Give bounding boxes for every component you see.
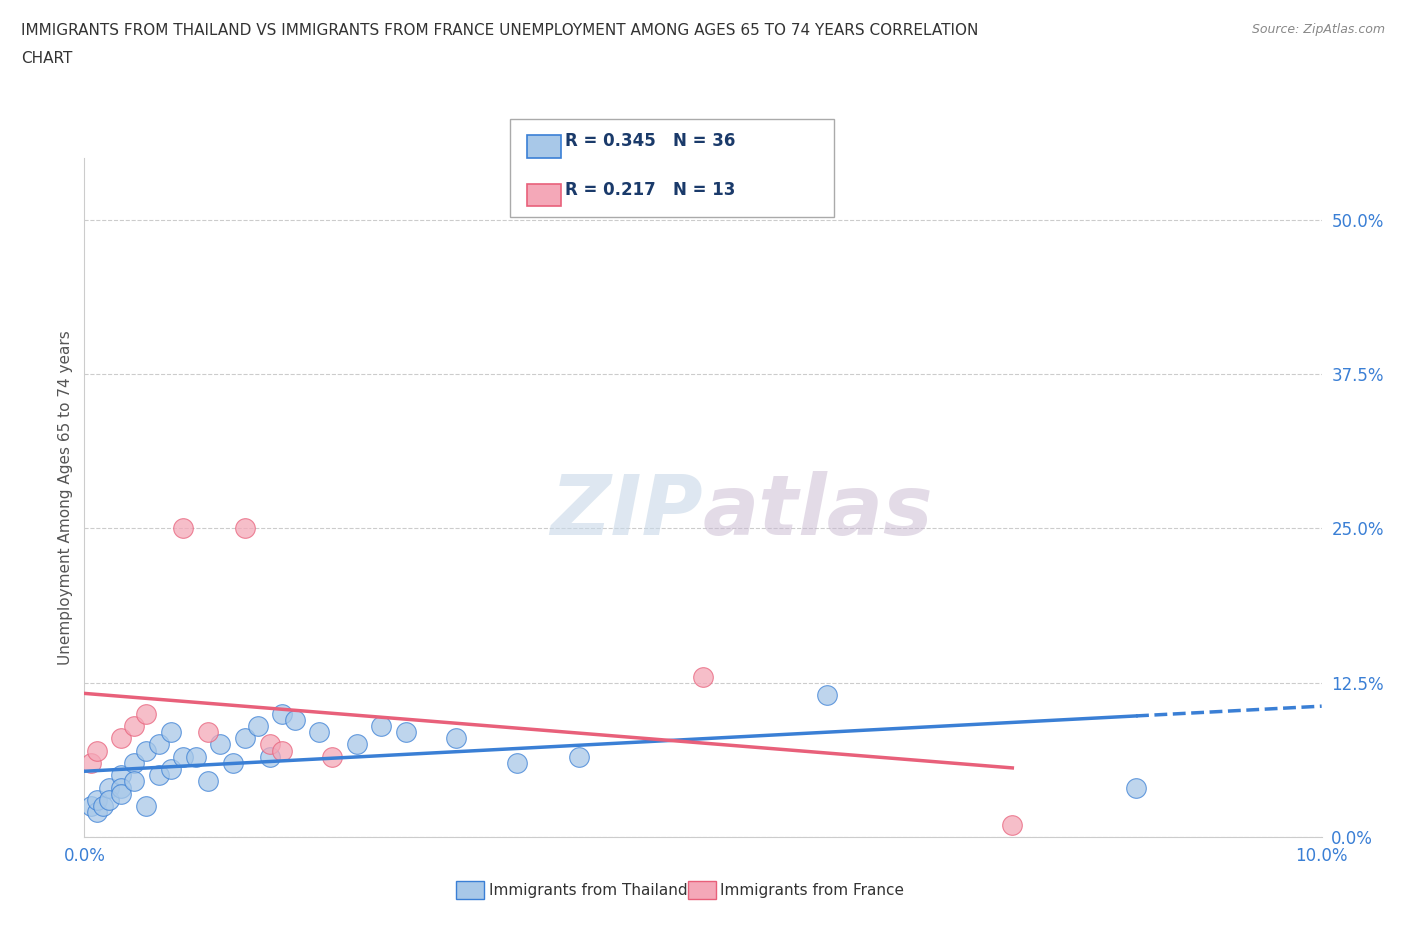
Text: IMMIGRANTS FROM THAILAND VS IMMIGRANTS FROM FRANCE UNEMPLOYMENT AMONG AGES 65 TO: IMMIGRANTS FROM THAILAND VS IMMIGRANTS F… [21,23,979,38]
Point [321,750,343,764]
Text: ZIP: ZIP [550,471,703,551]
Point [692,669,714,684]
Point [79,799,101,814]
Point [110,780,132,795]
Point [86,743,108,758]
Y-axis label: Unemployment Among Ages 65 to 74 years: Unemployment Among Ages 65 to 74 years [58,330,73,665]
Point [122,719,145,734]
Point [444,731,467,746]
Point [135,743,157,758]
Point [148,737,170,751]
Point [160,762,183,777]
Point [98,780,121,795]
Point [86,792,108,807]
Point [122,755,145,770]
Point [308,724,330,739]
Text: Immigrants from Thailand: Immigrants from Thailand [489,884,688,898]
Point [122,774,145,789]
Point [246,719,269,734]
Point [197,724,219,739]
Point [110,787,132,802]
Text: CHART: CHART [21,51,73,66]
Point [135,799,157,814]
Point [110,768,132,783]
Point [79,755,101,770]
Text: R = 0.217   N = 13: R = 0.217 N = 13 [565,180,735,199]
Point [271,706,294,721]
Point [110,731,132,746]
Point [259,750,281,764]
Point [172,521,194,536]
Point [1001,817,1024,832]
Text: Source: ZipAtlas.com: Source: ZipAtlas.com [1251,23,1385,36]
Point [233,731,256,746]
Point [506,755,529,770]
Point [233,521,256,536]
Point [197,774,219,789]
Point [370,719,392,734]
Point [160,724,183,739]
Point [259,737,281,751]
Point [91,799,114,814]
Point [86,804,108,819]
Point [135,706,157,721]
Point [395,724,418,739]
Point [172,750,194,764]
Text: atlas: atlas [703,471,934,551]
Point [271,743,294,758]
Text: Immigrants from France: Immigrants from France [720,884,904,898]
Point [815,687,838,702]
Point [209,737,232,751]
Point [222,755,245,770]
Point [148,768,170,783]
Point [346,737,368,751]
Point [98,792,121,807]
Point [184,750,207,764]
Point [568,750,591,764]
Point [284,712,307,727]
Text: R = 0.345   N = 36: R = 0.345 N = 36 [565,132,735,151]
Point [1125,780,1147,795]
